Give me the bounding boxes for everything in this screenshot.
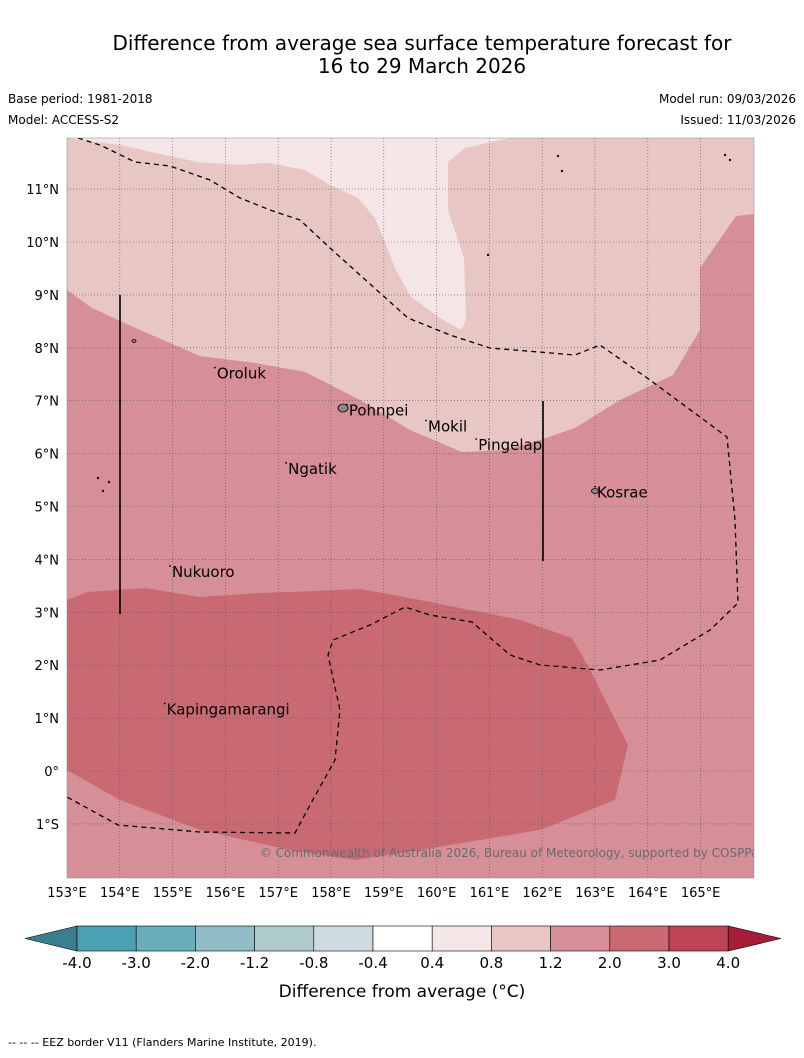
place-label-kapingamarangi: Kapingamarangi [167,701,290,719]
latitude-tick-label: 8°N [35,342,60,357]
minor-island-icon [96,476,100,480]
colorbar-segment [550,925,611,952]
islands [96,153,732,494]
colorbar-tick-label: -4.0 [62,954,91,972]
place-marker [213,366,216,369]
place-marker [163,702,166,705]
colorbar-segment [372,925,433,952]
longitude-axis: 153°E 154°E 155°E 156°E 157°E 158°E 159°E 160°E… [47,886,720,901]
title-line-2: 16 to 29 March 2026 [317,54,527,78]
forecast-map: Oroluk Pohnpei Mokil Pingelap Ngatik Kosrae Nu… [24,137,782,1002]
longitude-tick-label: 164°E [628,886,668,901]
colorbar-label: Difference from average (°C) [279,982,526,1002]
colorbar-segment [76,925,137,952]
colorbar-segment [431,925,492,952]
pohnpei-island-icon [337,403,349,413]
colorbar-tick-label: -0.4 [358,954,387,972]
place-label-ngatik: Ngatik [288,460,337,478]
anomaly-band-2-0-to-3-0 [67,588,628,860]
place-marker [594,485,596,488]
longitude-tick-label: 162°E [522,886,562,901]
minor-island-icon [486,253,490,257]
latitude-tick-label: 9°N [35,289,60,304]
longitude-tick-label: 159°E [364,886,404,901]
longitude-tick-label: 165°E [681,886,721,901]
longitude-tick-label: 158°E [311,886,351,901]
place-marker [285,461,288,464]
minor-island-icon [560,169,564,173]
model-name: Model: ACCESS-S2 [8,113,120,127]
colorbar-segment [254,925,315,952]
colorbar-tick-label: 0.4 [420,954,444,972]
place-label-mokil: Mokil [428,418,467,436]
colorbar-tick-label: -1.2 [240,954,269,972]
longitude-tick-label: 160°E [417,886,457,901]
latitude-tick-label: 5°N [35,501,60,516]
colorbar-segment [491,925,551,952]
copyright-notice: © Commonwealth of Australia 2026, Bureau… [260,846,765,860]
colorbar-segment [668,925,729,952]
latitude-tick-label: 3°N [35,606,60,621]
issued-date: Issued: 11/03/2026 [680,113,796,127]
latitude-tick-label: 2°N [35,659,60,674]
colorbar-segment [195,925,255,952]
latitude-tick-label: 10°N [26,236,59,251]
place-label-kosrae: Kosrae [597,484,648,502]
colorbar-tick-label: -0.8 [299,954,328,972]
minor-island-icon [101,489,105,493]
colorbar-tick-label: -3.0 [122,954,151,972]
latitude-tick-label: 4°N [35,553,60,568]
minor-island-icon [556,154,560,158]
colorbar-tick-label: 0.8 [479,954,503,972]
place-marker [169,565,171,567]
longitude-tick-label: 153°E [47,886,87,901]
place-marker [425,419,427,422]
kosrae-island-icon [591,488,599,494]
longitude-tick-label: 154°E [100,886,140,901]
colorbar-tick-label: 4.0 [716,954,740,972]
longitude-tick-label: 161°E [470,886,510,901]
place-labels: Oroluk Pohnpei Mokil Pingelap Ngatik Kosrae Nu… [163,365,648,719]
longitude-tick-label: 156°E [206,886,246,901]
place-marker [475,438,478,440]
colorbar-under-arrow [24,925,78,952]
colorbar-segment [609,925,670,952]
plot-area: Oroluk Pohnpei Mokil Pingelap Ngatik Kosrae Nu… [67,138,765,878]
longitude-tick-label: 157°E [258,886,298,901]
colorbar-tick-label: -2.0 [181,954,210,972]
colorbar-over-arrow [727,925,782,952]
minor-island-icon [728,158,732,162]
model-run: Model run: 09/03/2026 [658,92,796,106]
graticule [67,138,754,878]
latitude-axis: 11°N 10°N 9°N 8°N 7°N 6°N 5°N 4°N 3°N 2°N 1°N 0° 1°S [26,183,59,833]
latitude-tick-label: 0° [44,765,59,780]
latitude-tick-label: 7°N [35,395,60,410]
colorbar: -4.0 -3.0 -2.0 -1.2 -0.8 -0.4 0.4 0.8 1.2 2.0 3.0 4… [24,925,782,972]
map-title: Difference from average sea surface temp… [0,32,804,78]
longitude-tick-label: 155°E [153,886,193,901]
colorbar-segment [313,925,374,952]
title-line-1: Difference from average sea surface temp… [112,31,732,55]
place-label-pingelap: Pingelap [478,436,542,454]
latitude-tick-label: 6°N [35,448,60,463]
place-marker [345,403,348,406]
latitude-tick-label: 1°S [36,818,59,833]
colorbar-tick-label: 3.0 [657,954,681,972]
colorbar-tick-label: 2.0 [598,954,622,972]
colorbar-segment [135,925,196,952]
place-label-oroluk: Oroluk [217,365,266,383]
minor-island-icon [723,153,727,157]
colorbar-tick-label: 1.2 [539,954,563,972]
latitude-tick-label: 1°N [35,712,60,727]
eez-legend-note: -- -- -- EEZ border V11 (Flanders Marine… [8,1036,317,1049]
latitude-tick-label: 11°N [26,183,59,198]
place-label-pohnpei: Pohnpei [349,402,409,420]
plot-frame [66,137,755,879]
longitude-tick-label: 163°E [575,886,615,901]
minor-island-icon [107,480,111,484]
place-label-nukuoro: Nukuoro [172,563,235,581]
base-period: Base period: 1981-2018 [8,92,153,106]
anomaly-band-0-4-to-0-8-central [160,138,510,330]
minor-island-icon [131,339,137,343]
